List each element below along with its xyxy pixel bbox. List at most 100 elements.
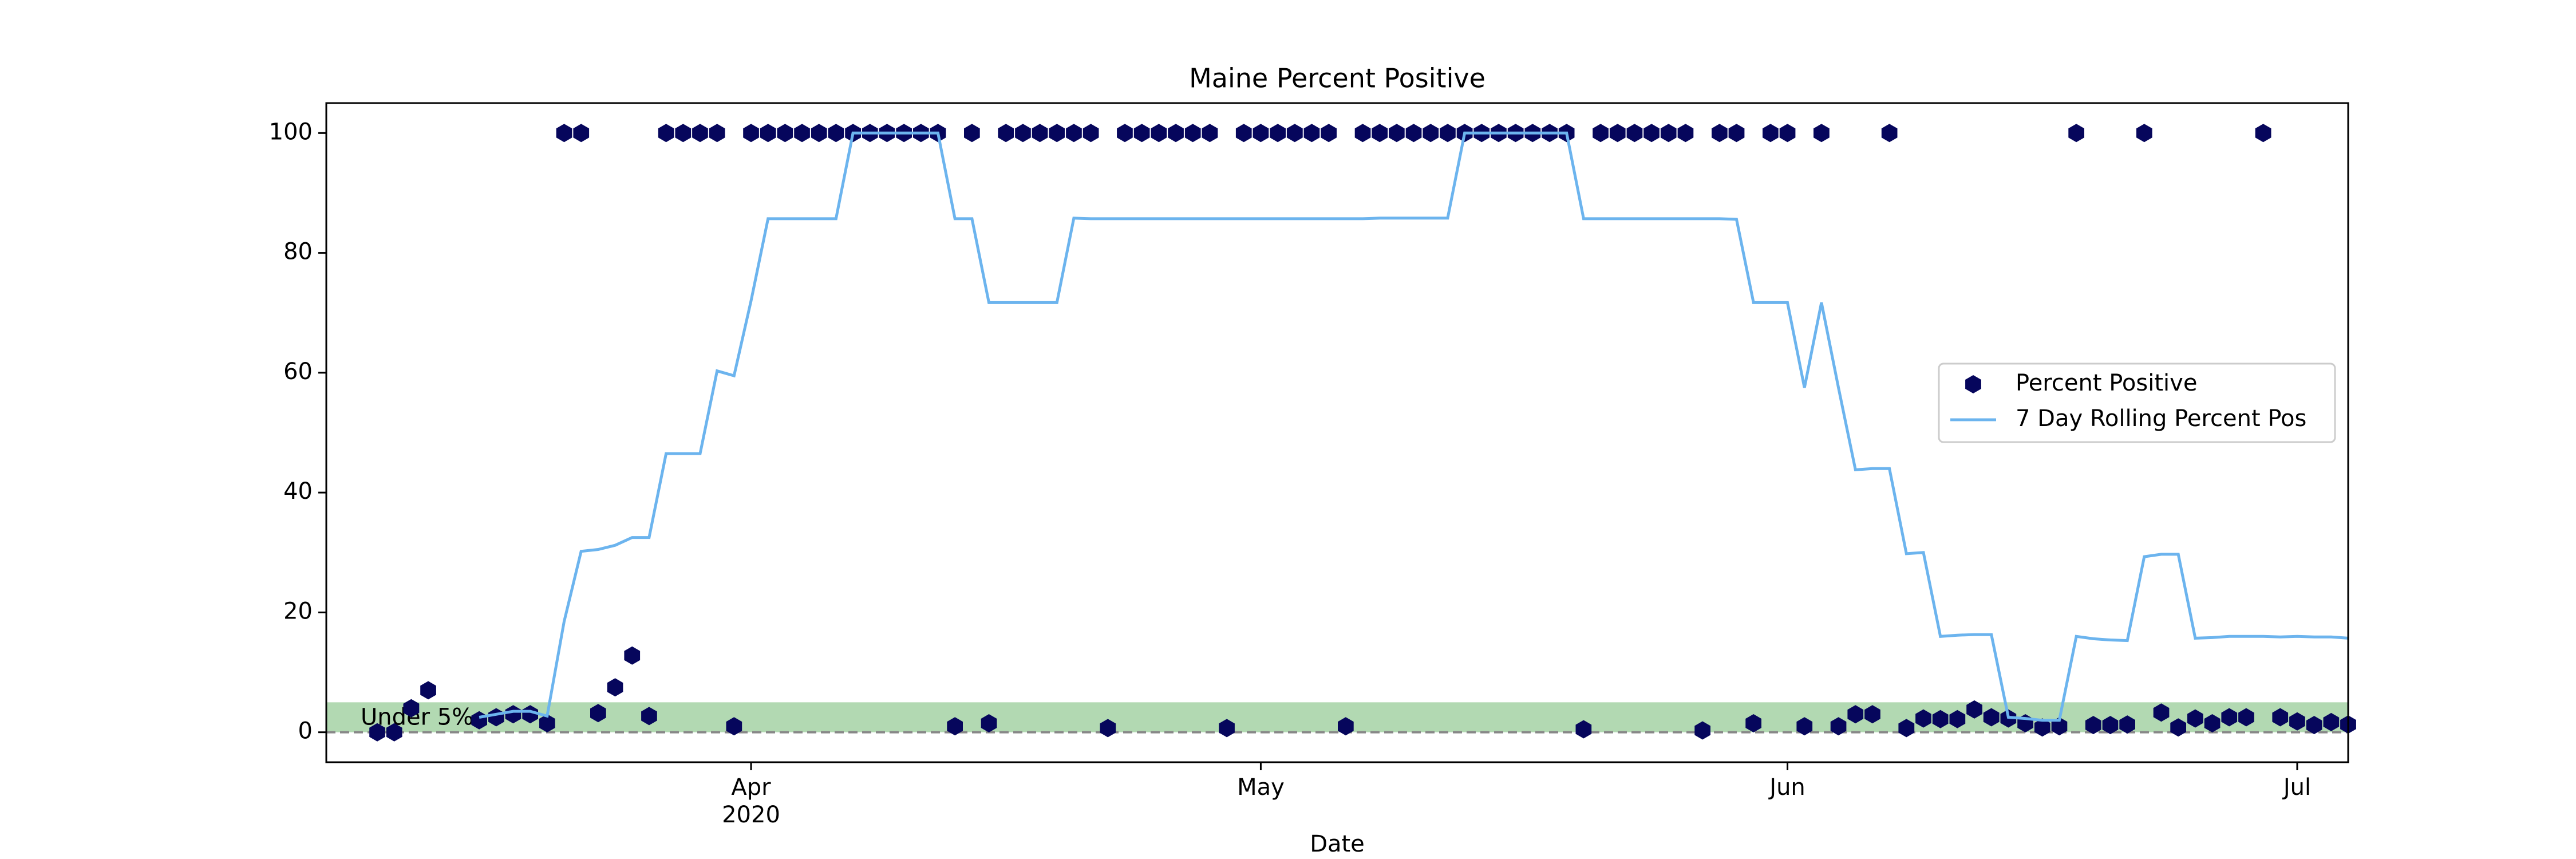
scatter-point: [1032, 124, 1048, 143]
scatter-point: [1593, 124, 1609, 143]
scatter-point: [1949, 710, 1966, 728]
scatter-point: [675, 124, 692, 143]
scatter-point: [2068, 124, 2084, 143]
scatter-point: [811, 124, 827, 143]
scatter-point: [1303, 124, 1320, 143]
scatter-point: [2170, 718, 2186, 737]
scatter-point: [2153, 703, 2170, 722]
scatter-point: [1405, 124, 1422, 143]
scatter-point: [947, 717, 963, 736]
scatter-point: [590, 704, 606, 723]
scatter-point: [794, 124, 810, 143]
scatter-point: [1049, 124, 1065, 143]
scatter-point: [1660, 124, 1677, 143]
scatter-point: [1932, 710, 1949, 728]
scatter-point: [1609, 124, 1626, 143]
scatter-point: [1151, 124, 1167, 143]
scatter-point: [1712, 124, 1728, 143]
scatter-point: [1983, 708, 2000, 727]
scatter-point: [1440, 124, 1456, 143]
scatter-point: [828, 124, 844, 143]
scatter-point: [1219, 719, 1235, 738]
scatter-point: [2085, 716, 2101, 735]
scatter-point: [1898, 719, 1915, 738]
scatter-point: [420, 681, 436, 700]
scatter-point: [641, 707, 657, 726]
scatter-point: [1966, 700, 1982, 719]
scatter-point: [1677, 124, 1694, 143]
scatter-point: [1286, 124, 1303, 143]
scatter-point: [726, 717, 742, 736]
scatter-point: [556, 124, 572, 143]
scatter-point: [709, 124, 725, 143]
axes-frame: [325, 102, 2349, 763]
scatter-point: [2136, 124, 2152, 143]
scatter-point: [1354, 124, 1371, 143]
scatter-point: [1864, 705, 1880, 724]
scatter-point: [2306, 716, 2322, 735]
legend-label: Percent Positive: [2016, 370, 2197, 396]
scatter-point: [522, 705, 538, 724]
legend-label: 7 Day Rolling Percent Pos: [2016, 405, 2306, 432]
scatter-point: [1626, 124, 1643, 143]
scatter-point: [1253, 124, 1269, 143]
scatter-point: [1066, 124, 1082, 143]
scatter-point: [1728, 124, 1745, 143]
x-tick-label: May: [1237, 774, 1285, 801]
scatter-point: [658, 124, 674, 143]
scatter-point: [1915, 709, 1931, 728]
y-tick-label: 40: [283, 478, 313, 505]
scatter-point: [998, 124, 1014, 143]
scatter-point: [1168, 124, 1184, 143]
scatter-point: [760, 124, 776, 143]
scatter-point: [369, 723, 385, 742]
scatter-point: [2272, 708, 2289, 727]
scatter-point: [964, 124, 980, 143]
scatter-point: [2102, 716, 2119, 735]
x-tick-label: Jun: [1768, 774, 1805, 801]
scatter-point: [777, 124, 793, 143]
scatter-point: [1202, 124, 1218, 143]
scatter-point: [1881, 124, 1898, 143]
scatter-point: [1184, 124, 1201, 143]
scatter-point: [573, 124, 590, 143]
scatter-point: [505, 705, 521, 724]
scatter-point: [1235, 124, 1252, 143]
x-tick-label: Apr: [731, 774, 771, 801]
scatter-point: [1321, 124, 1337, 143]
scatter-point: [1117, 124, 1133, 143]
scatter-point: [1779, 124, 1796, 143]
x-tick-label: 2020: [722, 802, 780, 828]
rolling-line: [479, 131, 2349, 722]
scatter-point: [1814, 124, 1830, 143]
scatter-point: [539, 714, 555, 732]
chart-title: Maine Percent Positive: [1189, 63, 1485, 94]
scatter-point: [1015, 124, 1031, 143]
scatter-point: [1643, 124, 1660, 143]
y-tick-label: 80: [283, 239, 313, 265]
scatter-point: [1133, 124, 1150, 143]
scatter-point: [1100, 719, 1116, 738]
scatter-point: [692, 124, 708, 143]
scatter-point: [1745, 714, 1761, 732]
scatter-point: [2221, 708, 2238, 727]
scatter-point: [1694, 721, 1710, 740]
y-tick-label: 20: [283, 598, 313, 624]
scatter-point: [1270, 124, 1286, 143]
scatter-point: [1830, 717, 1847, 736]
scatter-point: [2204, 714, 2221, 732]
y-tick-label: 100: [269, 119, 313, 145]
scatter-point: [2034, 718, 2050, 737]
x-tick-label: Jul: [2282, 774, 2311, 801]
legend-marker: [1965, 375, 1981, 393]
scatter-point: [1389, 124, 1405, 143]
y-tick-label: 0: [298, 718, 313, 744]
x-axis-label: Date: [1310, 831, 1365, 857]
scatter-point: [981, 714, 997, 732]
scatter-point: [2187, 709, 2203, 728]
legend-box: [1938, 362, 2336, 443]
scatter-point: [2238, 708, 2254, 727]
scatter-point: [1082, 124, 1099, 143]
